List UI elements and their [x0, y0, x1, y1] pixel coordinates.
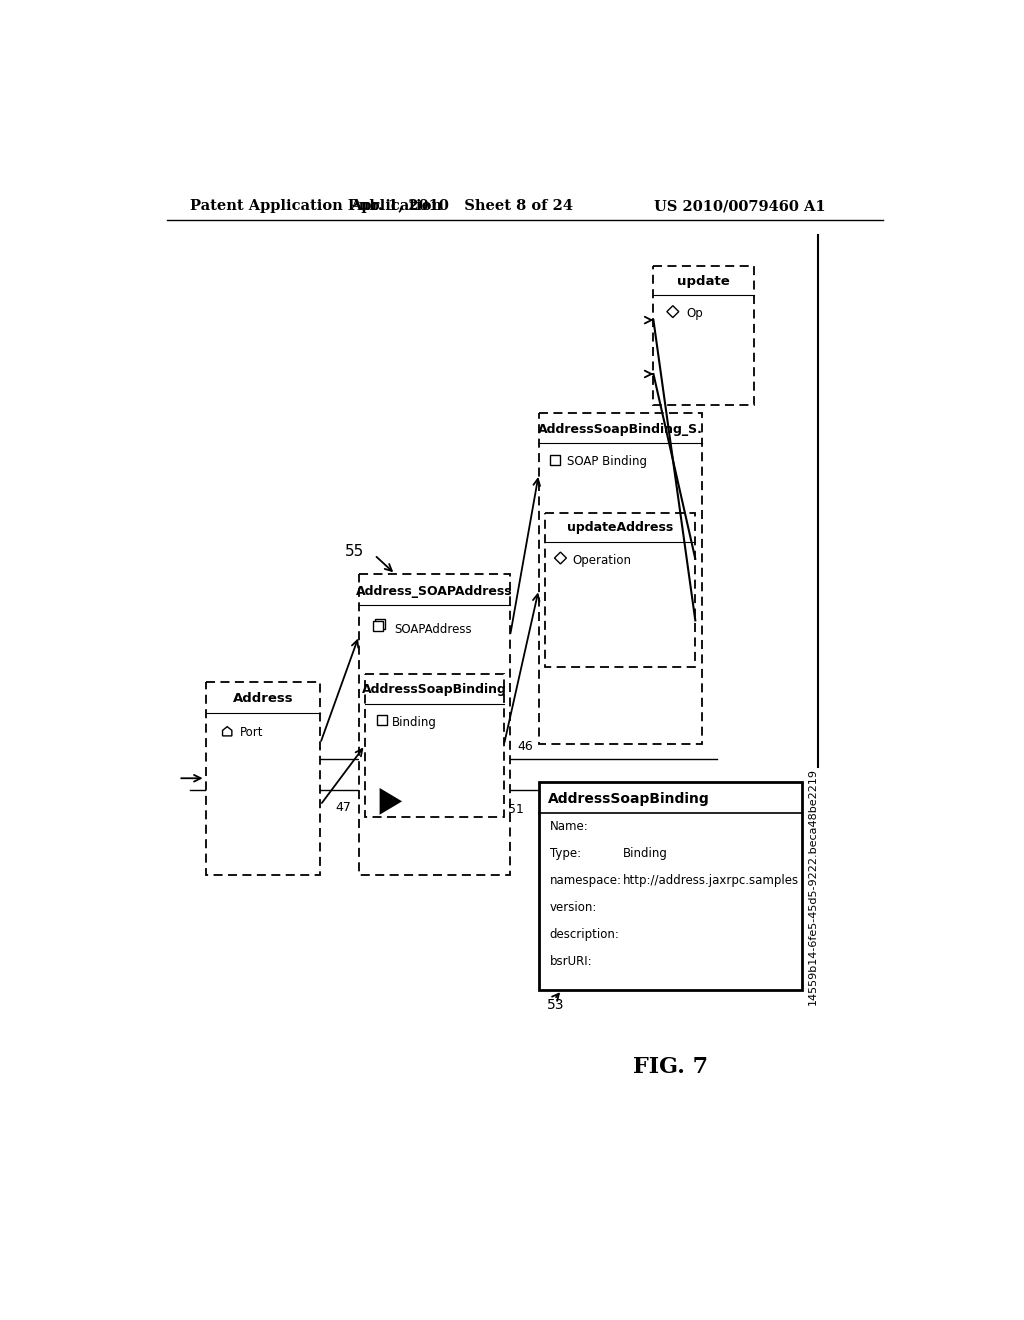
- Text: 55: 55: [345, 544, 365, 558]
- Text: AddressSoapBinding_S.: AddressSoapBinding_S.: [538, 422, 702, 436]
- Polygon shape: [554, 552, 566, 564]
- Bar: [377, 715, 387, 725]
- Bar: [550, 455, 560, 465]
- Text: AddressSoapBinding: AddressSoapBinding: [548, 792, 710, 807]
- Bar: [539, 781, 802, 990]
- Bar: [373, 622, 383, 631]
- Text: AddressSoapBinding: AddressSoapBinding: [362, 684, 507, 696]
- Text: Type:: Type:: [550, 847, 581, 861]
- Text: Name:: Name:: [550, 820, 589, 833]
- Text: updateAddress: updateAddress: [567, 521, 673, 535]
- Bar: [375, 619, 385, 628]
- Text: Binding: Binding: [624, 847, 668, 861]
- Text: version:: version:: [550, 902, 597, 915]
- Text: Address: Address: [232, 693, 293, 705]
- Text: SOAPAddress: SOAPAddress: [394, 623, 472, 636]
- Text: US 2010/0079460 A1: US 2010/0079460 A1: [654, 199, 825, 213]
- Text: update: update: [678, 275, 730, 288]
- Text: Patent Application Publication: Patent Application Publication: [190, 199, 442, 213]
- Bar: [359, 574, 510, 874]
- Text: 47: 47: [335, 801, 351, 814]
- Text: SOAP Binding: SOAP Binding: [566, 455, 646, 469]
- Polygon shape: [381, 789, 400, 813]
- Text: Operation: Operation: [572, 554, 632, 566]
- Text: 46: 46: [518, 739, 534, 752]
- Bar: [366, 675, 504, 817]
- Text: http://address.jaxrpc.samples: http://address.jaxrpc.samples: [624, 874, 800, 887]
- Text: Op: Op: [686, 308, 702, 321]
- Bar: [539, 412, 701, 743]
- Text: 53: 53: [547, 998, 564, 1012]
- Text: 14559b14-6fe5-45d5-9222.beca48be2219: 14559b14-6fe5-45d5-9222.beca48be2219: [808, 767, 818, 1005]
- Polygon shape: [222, 726, 231, 737]
- Bar: [653, 267, 755, 405]
- Text: Binding: Binding: [392, 715, 437, 729]
- Text: FIG. 7: FIG. 7: [633, 1056, 708, 1078]
- Text: namespace:: namespace:: [550, 874, 622, 887]
- Text: 51: 51: [508, 803, 523, 816]
- Polygon shape: [667, 306, 679, 318]
- Text: description:: description:: [550, 928, 620, 941]
- Bar: [545, 512, 695, 667]
- Text: bsrURI:: bsrURI:: [550, 954, 592, 968]
- Text: Apr. 1, 2010   Sheet 8 of 24: Apr. 1, 2010 Sheet 8 of 24: [350, 199, 572, 213]
- Text: Port: Port: [240, 726, 263, 739]
- Text: Address_SOAPAddress: Address_SOAPAddress: [356, 585, 513, 598]
- Bar: [206, 682, 321, 874]
